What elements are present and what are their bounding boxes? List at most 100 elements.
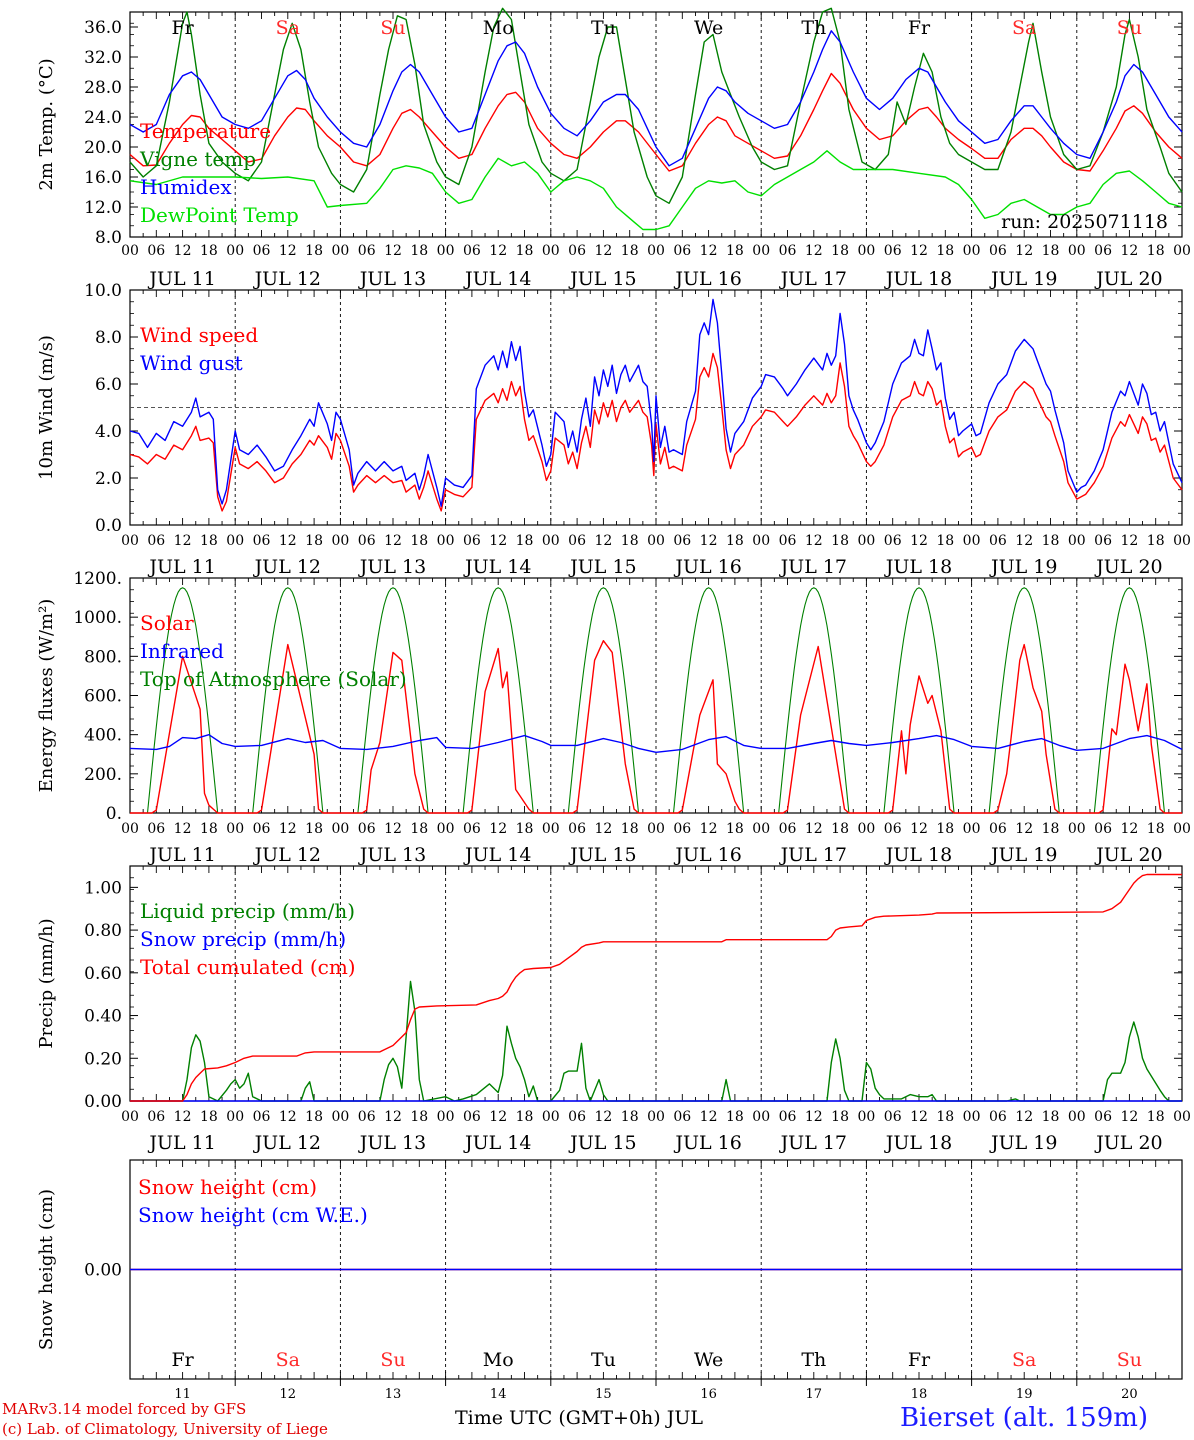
day-label: Fr <box>908 17 931 39</box>
hour-label: 12 <box>594 1109 612 1125</box>
hour-label: 06 <box>673 243 691 259</box>
date-label: JUL 17 <box>779 844 847 866</box>
day-label: Mo <box>483 1349 514 1371</box>
date-number: 18 <box>911 1387 928 1400</box>
hour-label: 18 <box>1042 1109 1060 1125</box>
date-label: JUL 14 <box>463 556 531 578</box>
day-label: We <box>694 17 723 39</box>
hour-label: 06 <box>358 533 376 549</box>
hour-label: 12 <box>805 1109 823 1125</box>
hour-label: 00 <box>226 821 244 837</box>
date-label: JUL 12 <box>253 556 321 578</box>
y-tick-label: 400. <box>84 726 122 746</box>
hour-label: 00 <box>752 243 770 259</box>
date-label: JUL 19 <box>989 268 1057 290</box>
hour-label: 00 <box>1068 1109 1086 1125</box>
hour-label: 00 <box>857 243 875 259</box>
day-label: Su <box>380 1349 405 1371</box>
hour-label: 00 <box>1173 821 1191 837</box>
series-solar <box>130 640 1182 814</box>
y-tick-label: 1000. <box>73 608 122 628</box>
date-label: JUL 16 <box>673 1132 741 1154</box>
day-label: Tu <box>591 1349 616 1371</box>
hour-label: 06 <box>884 821 902 837</box>
date-number: 19 <box>1016 1387 1033 1400</box>
hour-label: 12 <box>174 1109 192 1125</box>
date-label: JUL 11 <box>147 268 215 290</box>
date-number: 14 <box>490 1387 507 1400</box>
date-label: JUL 11 <box>147 1132 215 1154</box>
hour-label: 18 <box>410 243 428 259</box>
date-label: JUL 13 <box>358 556 426 578</box>
hour-label: 06 <box>989 533 1007 549</box>
hour-label: 00 <box>121 243 139 259</box>
date-label: JUL 18 <box>884 1132 952 1154</box>
date-number: 16 <box>700 1387 717 1400</box>
hour-label: 00 <box>1173 243 1191 259</box>
series-temperature <box>129 72 1183 172</box>
hour-label: 18 <box>200 533 218 549</box>
hour-label: 06 <box>253 821 271 837</box>
hour-label: 18 <box>726 1109 744 1125</box>
hour-label: 12 <box>384 821 402 837</box>
y-tick-label: 28.0 <box>84 78 122 98</box>
series-dewpoint-temp <box>129 150 1183 231</box>
legend-entry: Humidex <box>140 175 232 199</box>
y-tick-label: 0.00 <box>84 1092 122 1112</box>
hour-label: 12 <box>1120 243 1138 259</box>
date-label: JUL 12 <box>253 844 321 866</box>
hour-label: 12 <box>384 1109 402 1125</box>
date-number: 13 <box>385 1387 402 1400</box>
hour-label: 12 <box>489 243 507 259</box>
date-label: JUL 15 <box>568 268 636 290</box>
hour-label: 12 <box>384 533 402 549</box>
date-label: JUL 11 <box>147 844 215 866</box>
hour-label: 00 <box>437 821 455 837</box>
date-label: JUL 13 <box>358 268 426 290</box>
y-tick-label: 0. <box>106 804 122 824</box>
hour-label: 12 <box>489 821 507 837</box>
day-label: Mo <box>483 17 514 39</box>
series-wind-speed <box>129 352 1183 512</box>
legend-entry: Top of Atmosphere (Solar) <box>140 667 407 691</box>
hour-label: 00 <box>963 1109 981 1125</box>
hour-label: 18 <box>410 1109 428 1125</box>
day-label: Tu <box>591 17 616 39</box>
series-wind-gust <box>129 298 1183 507</box>
hour-label: 18 <box>200 1109 218 1125</box>
hour-label: 18 <box>1147 821 1165 837</box>
hour-label: 12 <box>700 1109 718 1125</box>
date-label: JUL 17 <box>779 268 847 290</box>
hour-label: 06 <box>779 243 797 259</box>
hour-label: 00 <box>752 821 770 837</box>
date-number: 15 <box>595 1387 612 1400</box>
hour-label: 00 <box>752 533 770 549</box>
hour-label: 06 <box>673 1109 691 1125</box>
hour-label: 18 <box>516 243 534 259</box>
hour-label: 00 <box>1068 243 1086 259</box>
hour-label: 18 <box>200 243 218 259</box>
date-label: JUL 11 <box>147 556 215 578</box>
hour-label: 18 <box>831 821 849 837</box>
hour-label: 12 <box>1120 1109 1138 1125</box>
hour-label: 00 <box>121 533 139 549</box>
hour-label: 00 <box>121 821 139 837</box>
hour-label: 06 <box>147 1109 165 1125</box>
hour-label: 18 <box>516 533 534 549</box>
hour-label: 12 <box>1015 821 1033 837</box>
y-tick-label: 800. <box>84 647 122 667</box>
y-tick-label: 24.0 <box>84 108 122 128</box>
hour-label: 06 <box>463 533 481 549</box>
hour-label: 00 <box>752 1109 770 1125</box>
hour-label: 12 <box>489 1109 507 1125</box>
y-tick-label: 10.0 <box>84 281 122 301</box>
hour-label: 00 <box>542 243 560 259</box>
hour-label: 06 <box>673 533 691 549</box>
hour-label: 00 <box>857 821 875 837</box>
hour-label: 18 <box>831 243 849 259</box>
panel-4: 0.00 0.20 0.40 0.60 0.80 1.00 Precip (mm/h) Liq… <box>36 865 1191 1154</box>
hour-label: 00 <box>1068 821 1086 837</box>
hour-label: 12 <box>279 821 297 837</box>
hour-label: 18 <box>1147 533 1165 549</box>
hour-label: 00 <box>963 821 981 837</box>
